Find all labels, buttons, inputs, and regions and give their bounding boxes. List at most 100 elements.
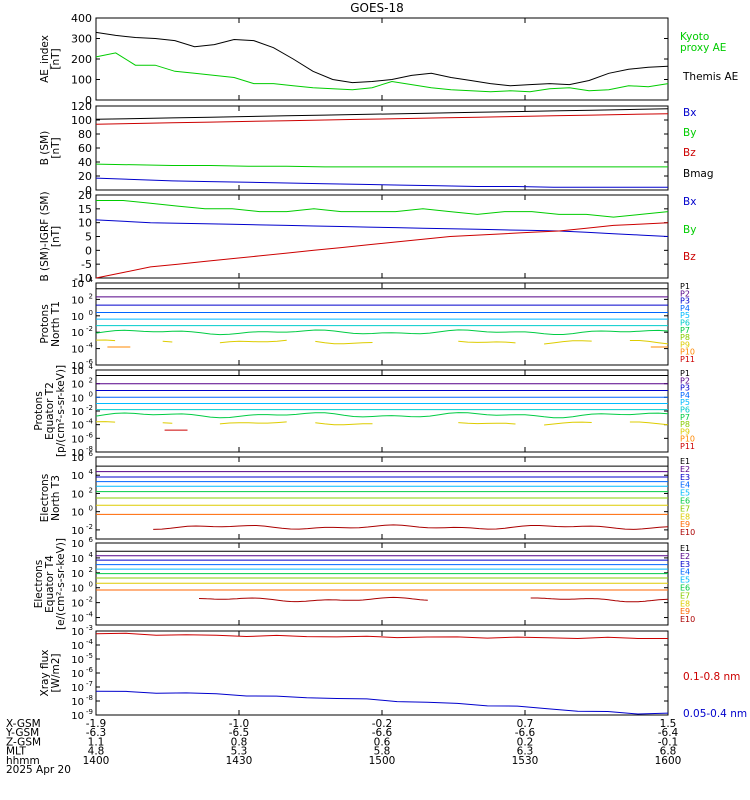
legend-p5: P5	[680, 311, 690, 320]
y-tick-exponent: -3	[86, 624, 93, 632]
legend-p4: P4	[680, 391, 690, 400]
series-p8	[315, 422, 373, 426]
time-axis-value: 5.3	[231, 746, 248, 758]
y-tick-label: 0	[85, 244, 92, 257]
y-tick-exponent: -6	[86, 666, 94, 674]
y-tick-label: 10	[71, 584, 84, 595]
series-p8	[95, 339, 116, 342]
legend-e4: E4	[680, 481, 690, 490]
y-tick-exponent: 0	[89, 390, 93, 398]
y-tick-label: 10	[71, 539, 84, 550]
series-bz	[95, 113, 669, 125]
legend-p11: P11	[680, 442, 695, 451]
series-p8	[458, 340, 516, 344]
legend-line: proxy AE	[680, 42, 726, 54]
legend-e7: E7	[680, 504, 690, 513]
y-tick-label: 20	[78, 189, 92, 202]
time-axis-value: 6.8	[660, 746, 677, 758]
y-axis-label-line: [W/m2]	[50, 653, 62, 692]
time-axis-value: 0.7	[517, 718, 534, 730]
time-axis-value: 1500	[369, 755, 396, 767]
panel-frame	[95, 194, 669, 279]
legend-e5: E5	[680, 576, 690, 585]
y-axis-label: B (SM)[nT]	[39, 131, 62, 165]
date-label: 2025 Apr 20	[6, 764, 71, 776]
series-themis-ae	[95, 31, 669, 87]
y-tick-label: 15	[78, 203, 92, 216]
legend-p9: P9	[680, 340, 690, 349]
time-axis-value: -6.6	[515, 727, 536, 739]
legend-e9: E9	[680, 607, 690, 616]
y-tick-exponent: -9	[86, 708, 93, 716]
legend-e3: E3	[680, 473, 690, 482]
y-axis-label-line: B (SM)-IGRF (SM)	[39, 191, 51, 281]
y-axis-label-line: Equator T4	[44, 555, 56, 613]
y-tick-exponent: -6	[86, 431, 94, 439]
y-tick-label: 5	[85, 231, 92, 244]
legend-bx: Bx	[683, 196, 696, 208]
legend-e3: E3	[680, 560, 690, 569]
chart-title: GOES-18	[350, 1, 404, 15]
legend-bz: Bz	[683, 251, 696, 263]
legend-p10: P10	[680, 348, 695, 357]
time-axis-value: -0.1	[658, 736, 679, 748]
legend-e2: E2	[680, 552, 690, 561]
series-0-05-0-4-nm	[95, 690, 669, 715]
y-tick-label: 20	[78, 170, 92, 183]
series-by	[96, 200, 669, 218]
y-tick-exponent: -6	[86, 358, 94, 366]
legend-e9: E9	[680, 520, 690, 529]
legend-p9: P9	[680, 427, 690, 436]
y-axis-label-line: [e/(cm²-s-sr-keV)]	[55, 538, 67, 630]
y-tick-label: 10	[71, 407, 84, 418]
time-axis-label: MLT	[6, 746, 26, 758]
legend-line: Themis AE	[682, 71, 738, 83]
legend-p1: P1	[680, 369, 690, 378]
y-axis-label-line: B (SM)	[39, 131, 51, 165]
series-p8	[315, 340, 373, 345]
legend-e1: E1	[680, 544, 690, 553]
series-bz	[95, 222, 669, 279]
time-axis-value: -0.2	[372, 718, 393, 730]
y-axis-label-line: Protons	[33, 391, 45, 430]
series-by	[95, 163, 668, 168]
time-axis-value: -6.6	[372, 727, 393, 739]
time-axis-value: 4.8	[88, 746, 105, 758]
series-p8	[219, 421, 287, 425]
legend-p6: P6	[680, 406, 690, 415]
y-tick-label: 40	[78, 156, 92, 169]
series-p7	[95, 412, 669, 419]
y-tick-label: 10	[71, 279, 84, 290]
legend-p6: P6	[680, 319, 690, 328]
y-tick-label: 10	[71, 312, 84, 323]
y-tick-exponent: 2	[89, 566, 93, 574]
series-p8	[95, 421, 116, 423]
series-p8	[544, 421, 592, 426]
panel-frame	[95, 630, 669, 716]
y-tick-label: 10	[71, 711, 84, 722]
y-tick-exponent: -2	[86, 596, 93, 604]
y-axis-label: B (SM)-IGRF (SM)[nT]	[39, 191, 62, 281]
series-p8	[629, 340, 669, 345]
y-tick-exponent: -2	[86, 325, 93, 333]
y-tick-label: 10	[71, 471, 84, 482]
series-p8	[458, 422, 516, 425]
legend-kyoto-proxy-ae: Kyoto proxy AE	[680, 31, 726, 54]
panel-frame	[95, 369, 669, 453]
y-tick-label: 10	[71, 380, 84, 391]
y-axis-label-line: Electrons	[33, 560, 45, 609]
legend-p8: P8	[680, 420, 690, 429]
y-tick-label: 0	[85, 94, 92, 107]
y-tick-label: 10	[71, 393, 84, 404]
y-tick-label: 10	[71, 489, 84, 500]
y-tick-label: 10	[71, 655, 84, 666]
legend-e6: E6	[680, 497, 690, 506]
legend-p11: P11	[680, 355, 695, 364]
y-tick-label: 10	[71, 599, 84, 610]
